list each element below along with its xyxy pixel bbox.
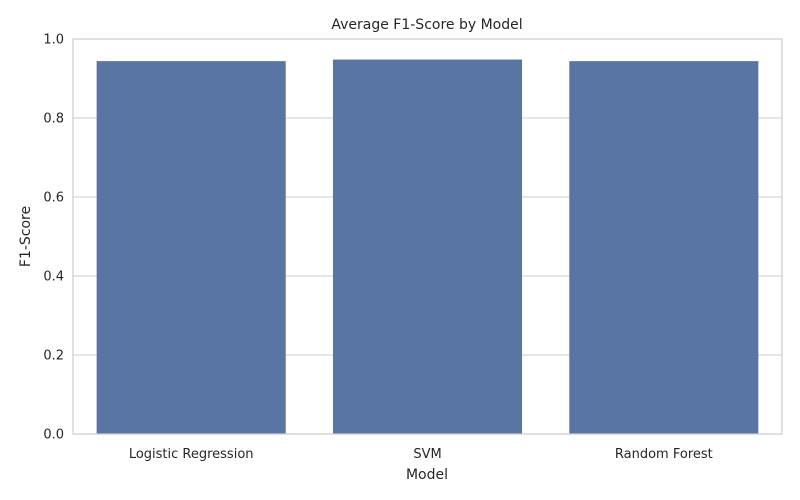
chart-title: Average F1-Score by Model: [331, 17, 522, 33]
x-tick-labels: Logistic Regression SVM Random Forest: [129, 447, 713, 462]
y-tick-label: 1.0: [43, 33, 64, 48]
x-tick-label: Logistic Regression: [129, 447, 254, 462]
y-tick-label: 0.8: [43, 112, 64, 127]
x-tick-label: Random Forest: [615, 447, 713, 462]
x-axis-label: Model: [406, 467, 448, 483]
x-tick-label: SVM: [413, 447, 441, 462]
y-axis-label: F1-Score: [18, 206, 34, 267]
y-tick-label: 0.4: [43, 270, 64, 285]
y-tick-labels: 0.0 0.2 0.4 0.6 0.8 1.0: [43, 33, 64, 443]
y-tick-label: 0.0: [43, 428, 64, 443]
plot-frame: [72, 38, 783, 435]
bar-1: [332, 59, 523, 434]
y-tick-label: 0.6: [43, 191, 64, 206]
y-tick-label: 0.2: [43, 349, 64, 364]
bar-0: [96, 61, 286, 435]
bar-2: [569, 61, 759, 435]
bars: [96, 59, 759, 435]
